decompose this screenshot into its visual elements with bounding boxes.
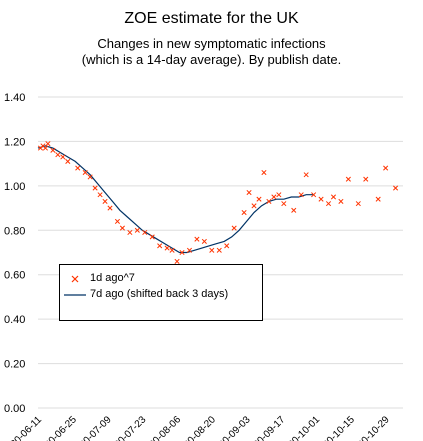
data-point-x-marker [65,158,71,164]
data-point-x-marker [298,192,304,198]
legend-entry-1d: 1d ago^7 [60,272,240,286]
grid-lines [38,96,403,409]
data-point-x-marker [224,243,230,249]
data-point-x-marker [375,196,381,202]
data-point-x-marker [55,152,61,158]
chart-title: ZOE estimate for the UK [124,10,299,27]
data-point-x-marker [291,207,297,213]
data-point-x-marker [164,245,170,251]
x-tick-label: 2020-07-23 [104,414,148,441]
y-tick-label: 1.20 [4,136,25,148]
x-tick-label: 2020-10-29 [348,414,392,441]
data-point-x-marker [246,189,252,196]
data-point-x-marker [345,176,351,182]
legend-label-7d: 7d ago (shifted back 3 days) [90,288,229,300]
legend-line-icon [60,288,90,302]
data-point-x-marker [392,185,399,191]
data-point-x-marker [87,174,93,180]
data-point-x-marker [157,243,163,249]
data-point-x-marker [231,225,237,231]
data-point-x-marker [261,169,267,176]
data-point-x-marker [194,236,200,242]
data-point-x-marker [134,227,140,233]
data-point-x-marker [330,194,337,200]
data-point-x-marker [107,205,113,211]
y-tick-label: 0.60 [4,270,25,282]
data-point-x-marker [251,203,257,209]
chart-subtitle-line-1: Changes in new symptomatic infections [97,36,326,51]
data-point-x-marker [266,198,272,204]
x-tick-label: 2020-07-09 [70,414,114,441]
y-tick-label: 0.20 [4,359,25,371]
x-axis-tick-labels: 2020-06-112020-06-252020-07-092020-07-23… [1,414,392,441]
data-point-x-marker [383,165,389,171]
data-point-x-marker [50,147,56,153]
x-tick-label: 2020-09-17 [244,414,288,441]
data-point-x-marker [119,225,125,231]
data-point-x-marker [271,194,277,200]
data-point-x-marker [363,176,369,182]
x-tick-label: 2020-10-15 [313,414,357,441]
data-point-x-marker [82,169,88,176]
series-1d-markers [37,141,399,264]
y-tick-label: 0.40 [4,314,25,326]
chart-legend: 1d ago^7 7d ago (shifted back 3 days) [59,264,263,321]
data-point-x-marker [325,201,332,207]
data-point-x-marker [186,247,193,253]
data-point-x-marker [318,196,324,202]
y-tick-label: 1.00 [4,181,25,193]
x-tick-label: 2020-06-11 [1,414,45,441]
data-point-x-marker [256,196,262,202]
legend-x-marker-icon [60,272,90,286]
legend-label-1d: 1d ago^7 [90,272,135,284]
y-tick-label: 1.40 [4,92,25,104]
y-tick-label: 0.80 [4,225,25,237]
x-tick-label: 2020-08-06 [139,414,183,441]
data-point-x-marker [169,247,175,253]
data-point-x-marker [241,209,247,216]
legend-entry-7d: 7d ago (shifted back 3 days) [60,288,240,302]
data-point-x-marker [355,201,361,207]
data-point-x-marker [201,238,207,244]
data-point-x-marker [174,258,180,264]
y-tick-label: 0.00 [4,403,25,415]
data-point-x-marker [97,192,103,198]
data-point-x-marker [311,192,317,198]
data-point-x-marker [303,172,309,178]
data-point-x-marker [216,247,222,253]
data-point-x-marker [92,185,98,191]
x-tick-label: 2020-09-03 [209,414,253,441]
chart-subtitle-line-2: (which is a 14-day average). By publish … [81,52,342,67]
data-point-x-marker [75,165,81,171]
data-point-x-marker [142,229,148,236]
y-axis-tick-labels: 0.00 0.20 0.40 0.60 0.80 1.00 1.20 1.40 [4,92,25,415]
data-point-x-marker [338,198,344,204]
x-tick-label: 2020-06-25 [35,414,79,441]
data-point-x-marker [149,234,155,240]
data-point-x-marker [281,201,287,207]
data-point-x-marker [42,145,49,151]
data-point-x-marker [102,198,108,204]
data-point-x-marker [60,154,66,160]
data-point-x-marker [276,192,282,198]
data-point-x-marker [45,141,51,147]
x-tick-label: 2020-08-20 [174,414,218,441]
data-point-x-marker [127,229,133,236]
data-point-x-marker [114,218,121,224]
data-point-x-marker [179,249,185,256]
data-point-x-marker [209,247,215,253]
x-tick-label: 2020-10-01 [278,414,322,441]
